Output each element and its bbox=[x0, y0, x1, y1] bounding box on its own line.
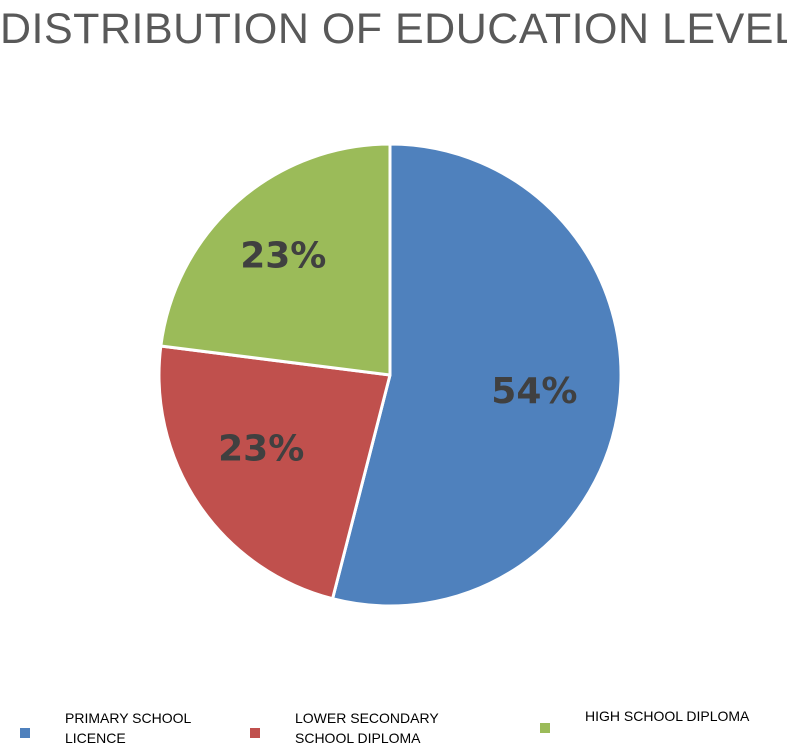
slice-high-school bbox=[159, 142, 392, 377]
chart-title: DISTRIBUTION OF EDUCATION LEVEL bbox=[0, 5, 787, 53]
slice-label-primary-school: 54% bbox=[491, 371, 577, 412]
legend-swatch-high-school bbox=[540, 723, 550, 733]
legend-label-line: PRIMARY SCHOOL bbox=[65, 710, 192, 726]
legend-swatch-lower-secondary bbox=[250, 728, 260, 738]
slice-primary-school bbox=[331, 142, 623, 608]
pie-slices bbox=[157, 142, 623, 608]
legend-label-line: LOWER SECONDARY bbox=[295, 710, 439, 726]
legend-label-line: HIGH SCHOOL DIPLOMA bbox=[585, 708, 750, 724]
slice-label-lower-secondary: 23% bbox=[218, 428, 304, 469]
slice-lower-secondary bbox=[157, 344, 392, 601]
pie-labels: 54% 23% 23% bbox=[218, 236, 577, 470]
legend-label-line: LICENCE bbox=[65, 730, 126, 746]
legend-label-primary-school: PRIMARY SCHOOL LICENCE bbox=[65, 708, 191, 748]
legend-label-lower-secondary: LOWER SECONDARY SCHOOL DIPLOMA bbox=[295, 708, 439, 748]
legend-swatch-primary-school bbox=[20, 728, 30, 738]
legend-label-high-school: HIGH SCHOOL DIPLOMA bbox=[585, 706, 749, 726]
legend-label-line: SCHOOL DIPLOMA bbox=[295, 730, 421, 746]
slice-label-high-school: 23% bbox=[240, 236, 326, 277]
